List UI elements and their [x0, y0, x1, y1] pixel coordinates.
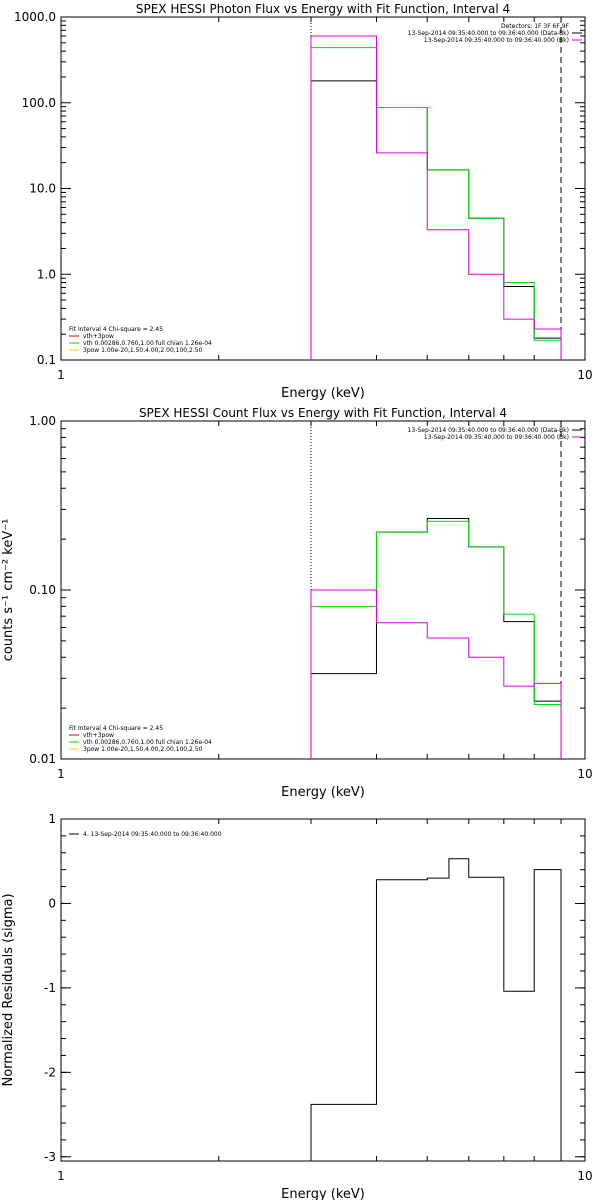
x-tick-label: 1 — [57, 767, 65, 781]
legend-entry: 3pow 1.00e-20,1.50,4.00,2.00,100,2.50 — [83, 746, 203, 753]
info-line: 13-Sep-2014 09:35:40.000 to 09:36:40.000… — [424, 37, 569, 44]
x-tick-label: 10 — [577, 767, 592, 781]
y-tick-label: 0.01 — [29, 752, 56, 766]
series-total-step — [310, 520, 562, 759]
y-tick-label: 1.00 — [29, 414, 56, 428]
x-axis-label: Energy (keV) — [281, 1187, 365, 1200]
x-tick-label: 1 — [57, 1169, 65, 1183]
residuals-step — [310, 858, 562, 1161]
legend-entry: Fit Interval 4 Chi-square = 2.45 — [69, 725, 163, 732]
y-tick-label: 0.1 — [37, 353, 56, 367]
y-tick-label: 100.0 — [22, 96, 56, 110]
info-line: Detectors: 1F 3F 6F 9F — [501, 23, 570, 30]
info-line: 13-Sep-2014 09:35:40.000 to 09:36:40.000… — [408, 30, 569, 37]
info-line: 13-Sep-2014 09:35:40.000 to 09:36:40.000… — [408, 427, 569, 434]
legend-entry: 3pow 1.00e-20,1.50,4.00,2.00,100,2.50 — [83, 347, 203, 354]
series-data-step — [310, 517, 562, 759]
y-tick-label: 1000.0 — [14, 10, 56, 24]
chart-title: SPEX HESSI Count Flux vs Energy with Fit… — [139, 406, 507, 420]
series-bk-step — [310, 35, 562, 360]
y-tick-label: 1 — [48, 812, 56, 826]
plot-panel-2: SPEX HESSI Count Flux vs Energy with Fit… — [1, 406, 593, 800]
x-axis-label: Energy (keV) — [281, 386, 365, 401]
x-axis-label: Energy (keV) — [281, 785, 365, 800]
y-tick-label: -1 — [44, 981, 56, 995]
y-tick-label: 10.0 — [29, 182, 56, 196]
info-line: 13-Sep-2014 09:35:40.000 to 09:36:40.000… — [424, 434, 569, 441]
y-tick-label: 0 — [48, 896, 56, 910]
legend-entry: vth+3pow — [83, 732, 114, 739]
y-tick-label: -3 — [44, 1150, 56, 1164]
series-total-step — [310, 47, 562, 360]
x-tick-label: 1 — [57, 368, 65, 382]
series-bk-step — [310, 589, 562, 759]
legend-entry: Fit Interval 4 Chi-square = 2.45 — [69, 326, 163, 333]
y-tick-label: 0.10 — [29, 583, 56, 597]
y-tick-label: 1.0 — [37, 267, 56, 281]
x-tick-label: 10 — [577, 1169, 592, 1183]
x-tick-label: 10 — [577, 368, 592, 382]
legend-entry: vth 0.00286,0.760,1.00 full chian 1.26e-… — [83, 340, 212, 347]
plot-panel-3: Energy (keV) Normalized Residuals (sigma)… — [1, 812, 593, 1200]
y-axis-label: Normalized Residuals (sigma) — [1, 893, 16, 1086]
plot-frame — [60, 16, 586, 361]
legend-entry: vth+3pow — [83, 333, 114, 340]
legend-entry: vth 0.00286,0.760,1.00 full chian 1.26e-… — [83, 739, 212, 746]
chart-title: SPEX HESSI Photon Flux vs Energy with Fi… — [136, 2, 510, 16]
legend-entry: 4. 13-Sep-2014 09:35:40.000 to 09:36:40.… — [83, 831, 222, 838]
y-tick-label: -2 — [44, 1065, 56, 1079]
plot-panel-1: SPEX HESSI Photon Flux vs Energy with Fi… — [14, 2, 593, 401]
plot-frame — [60, 818, 586, 1162]
y-axis-label: counts s⁻¹ cm⁻² keV⁻¹ — [1, 519, 16, 662]
series-data-step — [310, 80, 562, 360]
